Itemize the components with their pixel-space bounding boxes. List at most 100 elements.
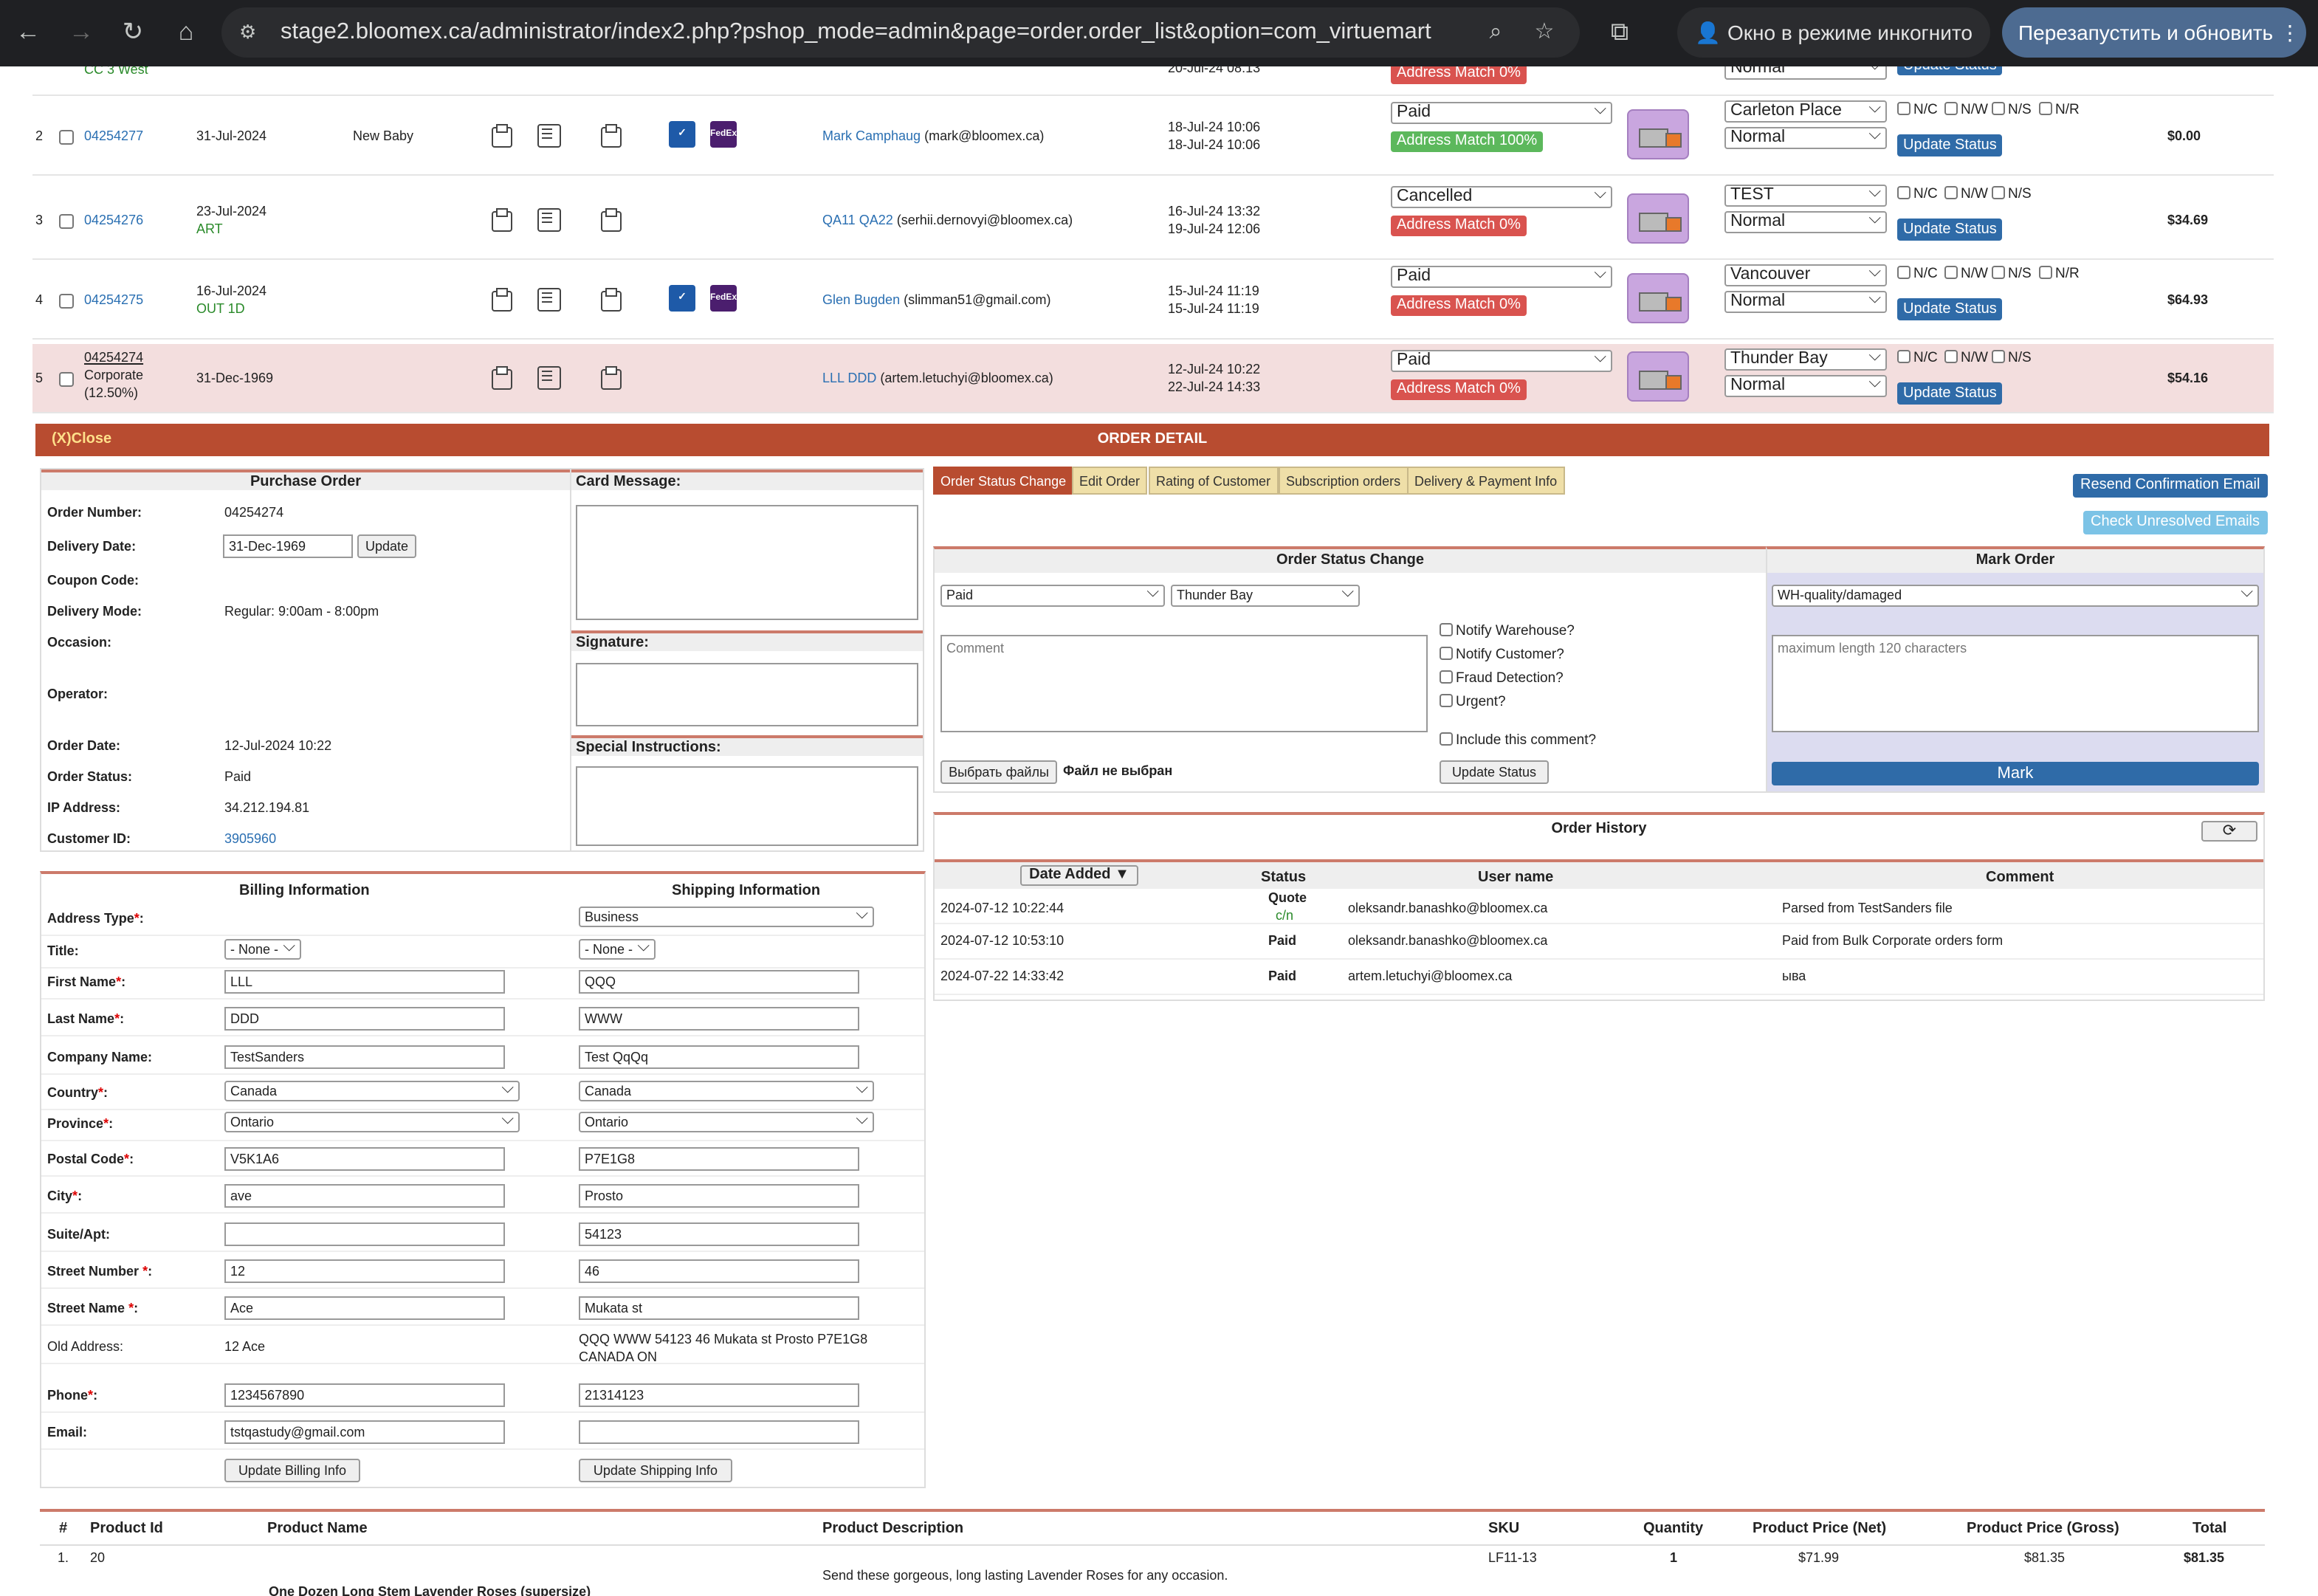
bookmark-star-icon[interactable]: ☆ [1534,19,1555,44]
billing-field-4[interactable]: TestSanders [224,1045,505,1069]
tab-order-status-change[interactable]: Order Status Change [933,467,1074,495]
invoice-icon[interactable] [537,208,561,232]
flag-nc[interactable]: N/C [1897,102,1938,118]
print-icon[interactable] [492,288,512,312]
order-id-link[interactable]: 04254274 [84,350,144,365]
flag-checkbox[interactable] [1897,266,1911,279]
shipping-field-3[interactable]: WWW [579,1007,859,1031]
billing-field-7[interactable]: V5K1A6 [224,1147,505,1171]
billing-field-11[interactable]: Ace [224,1296,505,1320]
flag-nr[interactable]: N/R [2039,266,2080,282]
delivery-truck-icon[interactable] [1627,193,1689,244]
flag-ns[interactable]: N/S [1992,350,2032,366]
menu-dots-icon[interactable]: ⋮ [2280,21,2300,44]
dhl-logo-icon[interactable]: ✓ [669,285,695,312]
invoice-icon[interactable] [537,366,561,390]
label-print-icon[interactable] [601,208,622,232]
mark-button[interactable]: Mark [1772,762,2259,785]
shipping-field-11[interactable]: Mukata st [579,1296,859,1320]
address-bar[interactable]: ⚙ stage2.bloomex.ca/administrator/index2… [221,7,1580,58]
priority-select[interactable]: Normal [1724,375,1887,397]
flag-nr[interactable]: N/R [2039,102,2080,118]
order-status-select[interactable]: Paid [1391,266,1612,288]
fedex-logo-icon[interactable]: FedEx [710,285,737,312]
flag-checkbox[interactable] [1944,266,1958,279]
checkbox[interactable] [1440,694,1453,707]
incognito-badge[interactable]: 👤 Окно в режиме инкогнито [1677,7,1990,58]
flag-ns[interactable]: N/S [1992,266,2032,282]
shipping-field-14[interactable] [579,1420,859,1444]
row-checkbox[interactable] [59,130,74,145]
flag-nw[interactable]: N/W [1944,350,1988,366]
flag-ns[interactable]: N/S [1992,186,2032,202]
flag-nc[interactable]: N/C [1897,266,1938,282]
order-status-select[interactable]: Paid [1391,350,1612,372]
back-icon[interactable]: ← [16,18,41,46]
resend-confirmation-button[interactable]: Resend Confirmation Email [2073,474,2268,498]
flag-checkbox[interactable] [1944,350,1958,363]
customer-id-link[interactable]: 3905960 [224,831,277,846]
checkbox[interactable] [1440,647,1453,660]
customer-name-link[interactable]: QA11 QA22 [822,213,893,227]
check-fraud-detection-[interactable]: Fraud Detection? [1440,670,1564,687]
row-checkbox[interactable] [59,294,74,309]
reload-icon[interactable]: ↻ [122,18,144,46]
shipping-field-5[interactable]: Canada [579,1081,874,1101]
flag-checkbox[interactable] [1944,102,1958,115]
priority-select[interactable]: Normal [1724,211,1887,233]
tab-subscription-orders[interactable]: Subscription orders [1279,467,1409,495]
flag-checkbox[interactable] [1897,102,1911,115]
mark-reason-select[interactable]: WH-quality/damaged [1772,585,2259,607]
flag-checkbox[interactable] [1897,350,1911,363]
checkbox[interactable] [1440,623,1453,636]
order-status-select[interactable]: Paid [1391,102,1612,124]
flag-nw[interactable]: N/W [1944,102,1988,118]
shipping-field-9[interactable]: 54123 [579,1222,859,1246]
delivery-truck-icon[interactable] [1627,273,1689,323]
flag-nw[interactable]: N/W [1944,186,1988,202]
label-print-icon[interactable] [601,288,622,312]
fedex-logo-icon[interactable]: FedEx [710,121,737,148]
flag-checkbox[interactable] [1897,186,1911,199]
shipping-field-13[interactable]: 21314123 [579,1383,859,1407]
update-status-button[interactable]: Update Status [1440,760,1549,784]
row-checkbox[interactable] [59,372,74,387]
billing-field-6[interactable]: Ontario [224,1112,520,1132]
check-notify-customer-[interactable]: Notify Customer? [1440,647,1564,663]
order-id-link[interactable]: 04254275 [84,292,144,307]
shipping-field-6[interactable]: Ontario [579,1112,874,1132]
flag-checkbox[interactable] [2039,266,2052,279]
flag-nc[interactable]: N/C [1897,186,1938,202]
signature-textarea[interactable] [576,663,918,726]
flag-nc[interactable]: N/C [1897,350,1938,366]
billing-field-8[interactable]: ave [224,1184,505,1208]
flag-checkbox[interactable] [1992,102,2005,115]
check-urgent-[interactable]: Urgent? [1440,694,1506,710]
home-icon[interactable]: ⌂ [178,18,194,46]
print-icon[interactable] [492,366,512,390]
delivery-date-update-button[interactable]: Update [357,534,416,558]
special-instructions-textarea[interactable] [576,766,918,846]
choose-files-button[interactable]: Выбрать файлы [940,760,1057,784]
warehouse-select[interactable]: Thunder Bay [1724,348,1887,371]
update-status-button[interactable]: Update Status [1897,219,2003,241]
shipping-field-0[interactable]: Business [579,907,874,927]
zoom-icon[interactable]: ⌕ [1489,19,1502,44]
flag-ns[interactable]: N/S [1992,102,2032,118]
delivery-date-input[interactable]: 31-Dec-1969 [223,534,353,558]
check-include-this-comment-[interactable]: Include this comment? [1440,732,1596,749]
order-id-link[interactable]: 04254276 [84,213,144,227]
warehouse-select[interactable]: Thunder Bay [1171,585,1360,607]
partial-priority-select[interactable]: Normal [1724,66,1887,80]
checkbox[interactable] [1440,670,1453,684]
billing-field-13[interactable]: 1234567890 [224,1383,505,1407]
order-status-select[interactable]: Cancelled [1391,186,1612,208]
warehouse-select[interactable]: Vancouver [1724,264,1887,286]
relaunch-button[interactable]: Перезапустить и обновить ⋮ [2002,7,2306,58]
checkbox[interactable] [1440,732,1453,746]
shipping-field-10[interactable]: 46 [579,1259,859,1283]
flag-checkbox[interactable] [1992,266,2005,279]
tab-rating-of-customer[interactable]: Rating of Customer [1149,467,1279,495]
shipping-field-2[interactable]: QQQ [579,970,859,994]
label-print-icon[interactable] [601,124,622,148]
